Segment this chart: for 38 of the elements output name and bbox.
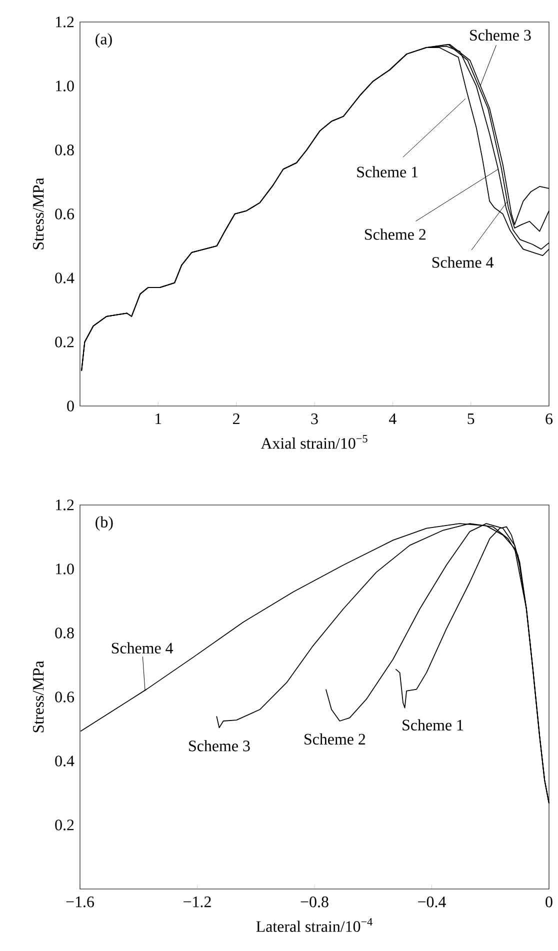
annotation: Scheme 3 <box>188 740 250 752</box>
text: (a) <box>95 33 112 48</box>
annotation: Scheme 3 <box>470 29 531 41</box>
y-tick-label: 0.6 <box>55 208 74 220</box>
annotation: Scheme 4 <box>112 642 173 654</box>
y-tick-label: 0.4 <box>55 756 74 766</box>
annotation: Scheme 1 <box>357 166 418 178</box>
x-tick-label: 1 <box>155 414 162 424</box>
y-tick-label: 1.2 <box>56 500 74 510</box>
x-tick-label: −0.4 <box>418 896 446 908</box>
annotation: Scheme 2 <box>364 228 426 240</box>
x-tick-label: 6 <box>546 414 552 424</box>
x-tick-label: 4 <box>388 414 396 424</box>
x-tick-label: −1.6 <box>66 896 94 908</box>
x-tick-label: −1.2 <box>183 896 211 908</box>
x-axis-title: Axial strain/10$^{−5}$ <box>260 435 368 449</box>
annotation: Scheme 1 <box>402 719 463 730</box>
y-tick-label: 0.8 <box>55 628 74 638</box>
y-tick-label: 1.0 <box>56 80 74 92</box>
x-tick-label: 3 <box>311 414 318 424</box>
y-tick-label: 0.4 <box>55 272 74 284</box>
x-axis-title: Lateral strain/10$^{−4}$ <box>256 918 372 932</box>
y-axis-title: Stress/MPa <box>32 660 44 732</box>
y-tick-label: 0 <box>66 400 74 412</box>
y-tick-label: 0.6 <box>55 692 74 702</box>
y-tick-label: 1.2 <box>56 16 74 28</box>
y-tick-label: 0.8 <box>55 144 74 156</box>
y-tick-label: 1.0 <box>56 564 74 574</box>
y-tick-label: 0.2 <box>55 336 74 348</box>
y-axis-title: Stress/MPa <box>32 178 44 250</box>
x-tick-label: −0.8 <box>300 896 328 908</box>
annotation: Scheme 2 <box>304 733 365 745</box>
annotation: Scheme 4 <box>432 256 494 268</box>
text: (b) <box>95 516 113 531</box>
x-tick-label: 0 <box>545 896 552 908</box>
y-tick-label: 0.2 <box>55 820 74 830</box>
x-tick-label: 5 <box>468 414 474 424</box>
x-tick-label: 2 <box>232 414 240 424</box>
